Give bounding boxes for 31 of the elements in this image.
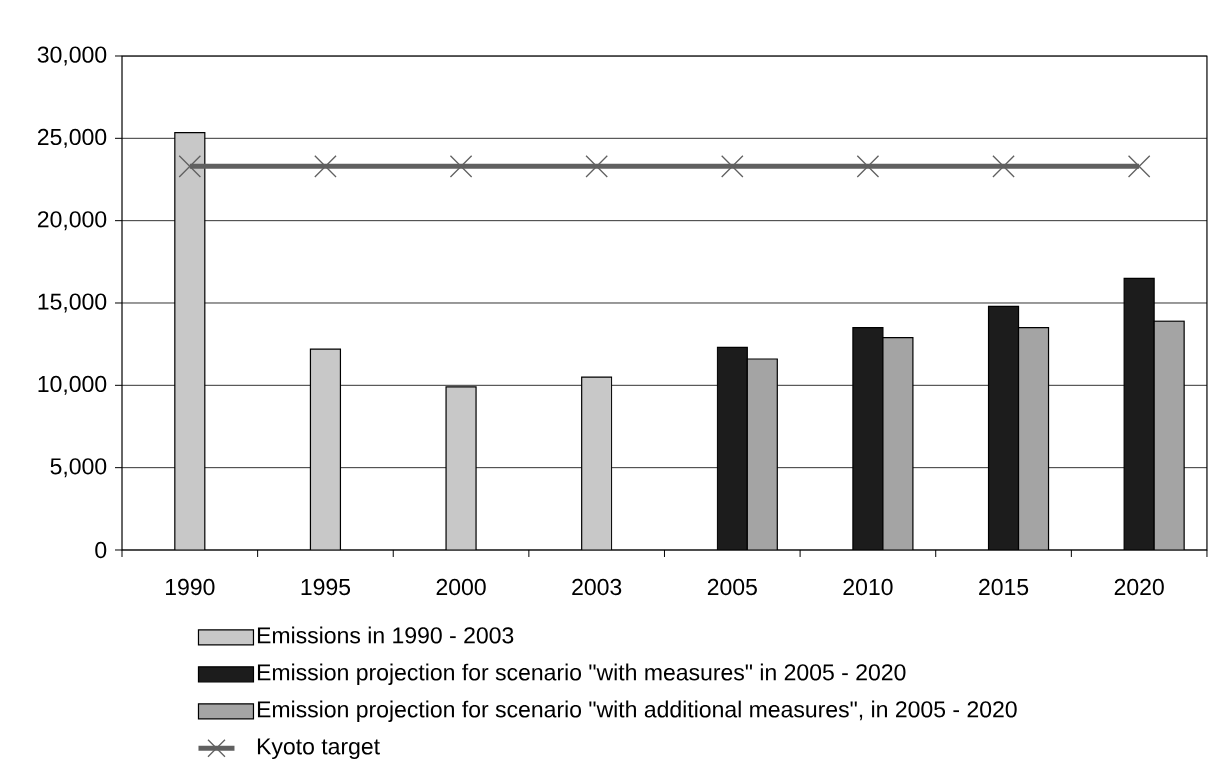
x-tick-label: 1990 xyxy=(165,578,215,596)
bar xyxy=(309,348,342,550)
bar xyxy=(174,131,206,550)
y-tick-label: 25,000 xyxy=(37,128,107,148)
bar xyxy=(445,386,477,550)
legend-label: Emission projection for scenario "with measures" in 2005 - 2020 xyxy=(257,663,906,686)
bar xyxy=(987,305,1020,550)
y-tick-label: 5,000 xyxy=(50,458,107,478)
y-tick-label: 15,000 xyxy=(38,293,107,313)
legend-label: Emission projection for scenario "with additional measures", in 2005 - 2020 xyxy=(257,700,1017,723)
y-tick-label: 30,000 xyxy=(37,46,107,66)
bar xyxy=(1153,320,1185,550)
y-tick-label: 20,000 xyxy=(37,211,107,231)
legend-label: Kyoto target xyxy=(257,738,380,760)
bar xyxy=(1123,277,1155,550)
bar xyxy=(716,346,748,550)
legend-label: Emissions in 1990 - 2003 xyxy=(257,626,514,644)
x-tick-label: 2015 xyxy=(979,578,1029,596)
bar xyxy=(1017,327,1050,550)
bar xyxy=(746,358,778,550)
bar xyxy=(882,336,914,550)
x-tick-label: 2003 xyxy=(572,578,622,596)
bar xyxy=(581,376,613,550)
y-tick-label: 10,000 xyxy=(38,375,107,395)
x-tick-label: 2020 xyxy=(1114,578,1164,596)
bar xyxy=(852,327,884,550)
x-tick-label: 2005 xyxy=(707,578,757,596)
y-tick-label: 0 xyxy=(95,541,107,559)
x-tick-label: 2000 xyxy=(436,578,486,596)
x-tick-label: 1995 xyxy=(301,578,351,596)
x-tick-label: 2010 xyxy=(843,578,893,596)
